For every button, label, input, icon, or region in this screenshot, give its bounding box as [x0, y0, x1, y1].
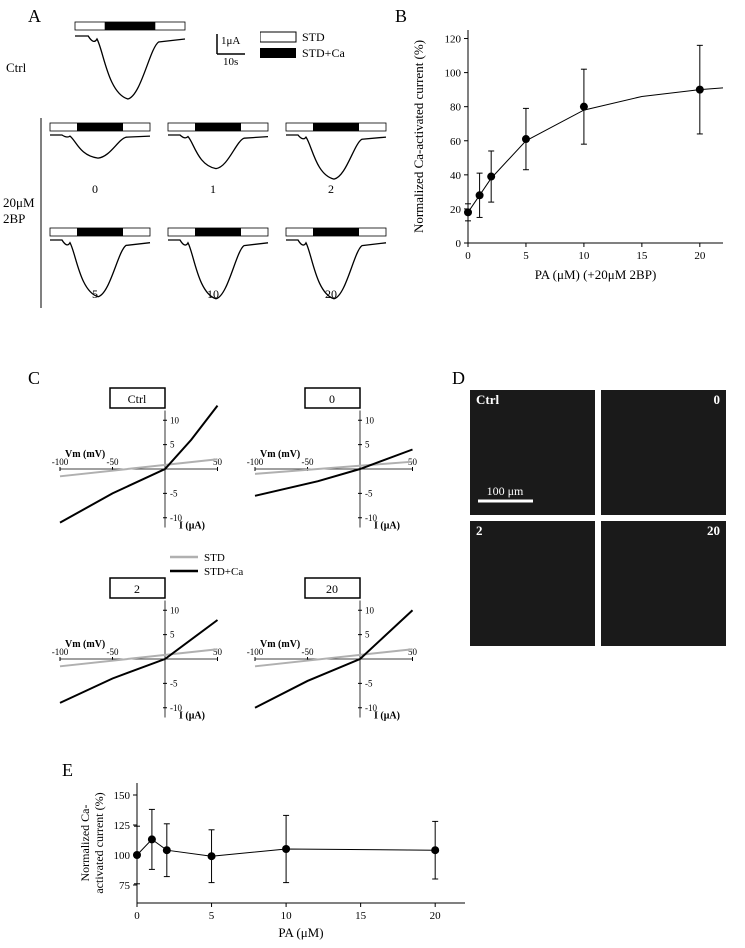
- svg-text:-50: -50: [107, 647, 119, 657]
- panel-e-svg: 75 100 125 150 0 5 10 15 20 Normalized Ca-activat…: [75, 775, 475, 940]
- svg-text:2: 2: [328, 182, 334, 196]
- panel-a-svg: 0 1 2 5 10 20: [40, 18, 400, 363]
- svg-text:60: 60: [450, 136, 462, 148]
- svg-text:activated current (%): activated current (%): [92, 792, 106, 893]
- svg-text:0: 0: [329, 392, 335, 406]
- panel-b-svg: 0 20 40 60 80 100 120 0 5 10 15 20 Normalized Ca-act…: [408, 18, 733, 288]
- svg-text:5: 5: [365, 630, 370, 640]
- panel-a-scalebar: 1μA 10s: [205, 32, 255, 68]
- svg-text:I (μA): I (μA): [179, 521, 205, 532]
- panel-c-label: C: [28, 368, 40, 389]
- svg-text:I (μA): I (μA): [179, 711, 205, 722]
- svg-text:80: 80: [450, 102, 462, 114]
- svg-text:150: 150: [114, 790, 131, 802]
- svg-text:20: 20: [694, 250, 706, 262]
- svg-text:0: 0: [714, 392, 721, 407]
- svg-text:15: 15: [636, 250, 648, 262]
- panel-d-grid: Ctrl 100 μm 0 2 20: [470, 390, 730, 650]
- svg-text:100: 100: [445, 68, 462, 80]
- svg-text:PA (μM): PA (μM): [278, 925, 323, 940]
- svg-text:75: 75: [119, 880, 131, 892]
- svg-text:-5: -5: [365, 678, 373, 688]
- svg-text:10: 10: [170, 415, 180, 425]
- svg-text:5: 5: [209, 910, 215, 922]
- svg-text:5: 5: [92, 287, 98, 301]
- svg-text:1μA: 1μA: [221, 35, 240, 47]
- svg-text:10s: 10s: [223, 56, 238, 68]
- svg-text:100: 100: [114, 850, 131, 862]
- svg-text:20: 20: [450, 204, 462, 216]
- svg-text:-50: -50: [302, 647, 314, 657]
- panel-e-label: E: [62, 760, 73, 781]
- svg-text:5: 5: [523, 250, 529, 262]
- svg-text:Vm (mV): Vm (mV): [260, 639, 300, 650]
- svg-text:Normalized Ca-activated curren: Normalized Ca-activated current (%): [411, 40, 426, 233]
- svg-text:1: 1: [210, 182, 216, 196]
- svg-text:10: 10: [207, 287, 219, 301]
- svg-text:125: 125: [114, 820, 131, 832]
- svg-text:STD+Ca: STD+Ca: [204, 566, 243, 578]
- svg-text:STD: STD: [302, 30, 325, 44]
- svg-text:Normalized Ca-: Normalized Ca-: [78, 805, 92, 882]
- svg-text:STD+Ca: STD+Ca: [302, 46, 345, 60]
- svg-text:20: 20: [326, 582, 338, 596]
- svg-text:10: 10: [281, 910, 293, 922]
- svg-text:STD: STD: [204, 552, 225, 564]
- svg-text:10: 10: [365, 415, 375, 425]
- svg-text:Ctrl: Ctrl: [128, 392, 147, 406]
- svg-text:2: 2: [134, 582, 140, 596]
- panel-a-cond: 20μM 2BP: [3, 195, 35, 227]
- svg-text:50: 50: [408, 647, 418, 657]
- svg-text:5: 5: [170, 440, 175, 450]
- svg-text:20: 20: [325, 287, 337, 301]
- panel-a-ctrl: Ctrl: [6, 60, 26, 76]
- svg-text:I (μA): I (μA): [374, 521, 400, 532]
- svg-text:100 μm: 100 μm: [487, 484, 524, 498]
- svg-text:Vm (mV): Vm (mV): [65, 449, 105, 460]
- svg-text:-50: -50: [107, 457, 119, 467]
- svg-text:-5: -5: [170, 678, 178, 688]
- svg-text:PA (μM) (+20μM 2BP): PA (μM) (+20μM 2BP): [535, 267, 657, 282]
- svg-text:10: 10: [365, 605, 375, 615]
- svg-text:120: 120: [445, 34, 462, 46]
- svg-text:15: 15: [355, 910, 367, 922]
- svg-text:50: 50: [213, 457, 223, 467]
- svg-text:Ctrl: Ctrl: [476, 392, 499, 407]
- svg-text:0: 0: [134, 910, 140, 922]
- svg-text:-5: -5: [365, 488, 373, 498]
- svg-text:Vm (mV): Vm (mV): [260, 449, 300, 460]
- panel-a-legend: STD STD+Ca: [260, 30, 370, 68]
- svg-text:5: 5: [170, 630, 175, 640]
- svg-text:20: 20: [707, 523, 720, 538]
- svg-text:2: 2: [476, 523, 483, 538]
- svg-text:10: 10: [170, 605, 180, 615]
- svg-text:10: 10: [578, 250, 590, 262]
- svg-text:-5: -5: [170, 488, 178, 498]
- svg-text:0: 0: [456, 238, 462, 250]
- svg-text:20: 20: [430, 910, 442, 922]
- svg-text:0: 0: [92, 182, 98, 196]
- svg-text:Vm (mV): Vm (mV): [65, 639, 105, 650]
- panel-d-label: D: [452, 368, 465, 389]
- svg-text:40: 40: [450, 170, 462, 182]
- svg-text:-50: -50: [302, 457, 314, 467]
- panel-c-svg: Ctrl-100-5050-10-5510Vm (mV)I (μA)0-100-…: [40, 385, 430, 750]
- svg-text:5: 5: [365, 440, 370, 450]
- svg-text:0: 0: [465, 250, 471, 262]
- svg-text:50: 50: [213, 647, 223, 657]
- svg-text:I (μA): I (μA): [374, 711, 400, 722]
